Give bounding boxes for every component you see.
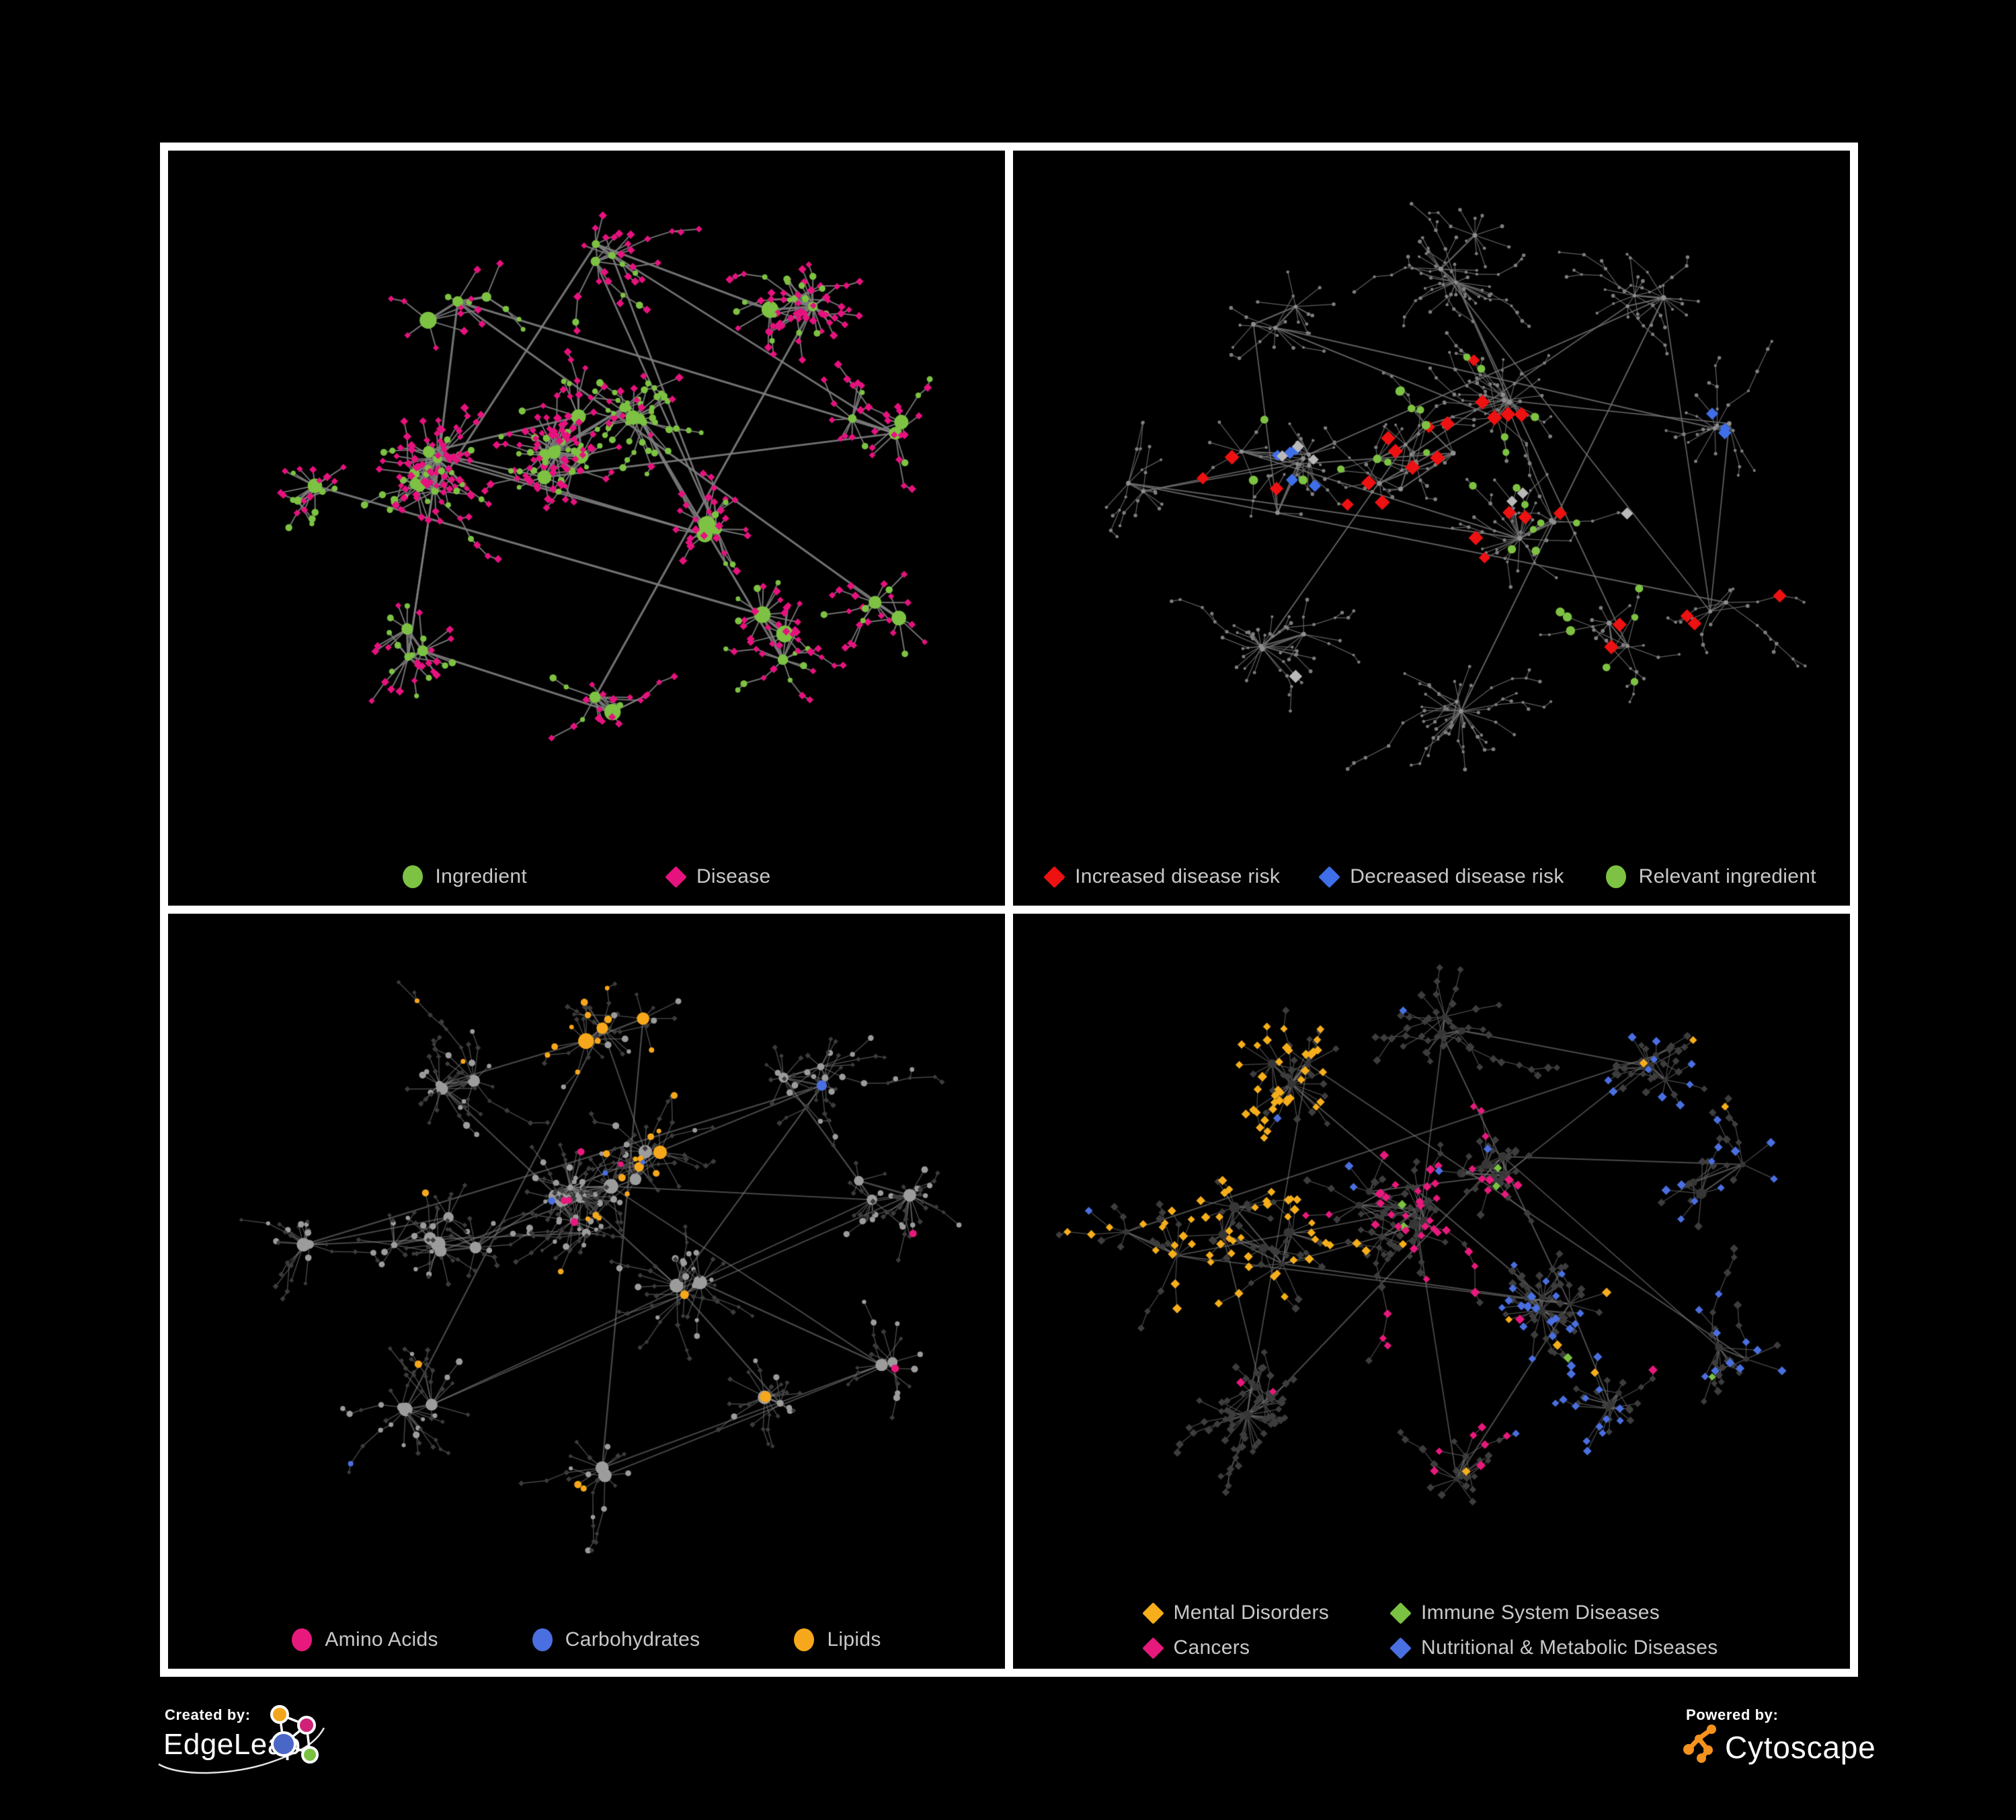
legend-item-ingredient: Ingredient (402, 865, 527, 888)
legend-label: Relevant ingredient (1638, 865, 1816, 887)
cytoscape-wordmark: Cytoscape (1725, 1730, 1876, 1765)
panel-ingredient-disease: Ingredient Disease (168, 151, 1005, 906)
legend-item-mental-disorders: Mental Disorders (1141, 1601, 1330, 1624)
legend-disease-categories: Mental Disorders Immune System Diseases Ca… (1013, 1601, 1850, 1659)
legend-swatch-circle (1605, 865, 1626, 888)
panel-disease-categories: Mental Disorders Immune System Diseases Ca… (1013, 914, 1850, 1669)
cytoscape-logo-icon (1683, 1725, 1716, 1763)
legend-swatch-diamond (1043, 865, 1065, 888)
edgeleap-node-green (301, 1746, 319, 1764)
edgeleap-node-orange (270, 1705, 289, 1724)
legend-label: Mental Disorders (1173, 1601, 1330, 1624)
created-by-label: Created by: (165, 1706, 251, 1723)
legend-swatch-circle (292, 1628, 313, 1651)
network-canvas-disease-categories (1013, 914, 1850, 1665)
legend-label: Amino Acids (325, 1628, 438, 1651)
panel-disease-risk: Increased disease risk Decreased disease … (1013, 151, 1850, 906)
legend-swatch-circle (794, 1628, 815, 1651)
legend-item-immune-system-diseases: Immune System Diseases (1389, 1601, 1718, 1624)
network-canvas-ingredient-disease (168, 151, 1005, 902)
panel-nutrient-classes: Amino Acids Carbohydrates Lipids (168, 914, 1005, 1669)
edgeleap-swoosh (158, 1727, 325, 1774)
legend-label: Lipids (827, 1628, 881, 1651)
legend-label: Ingredient (435, 865, 527, 887)
legend-disease-risk: Increased disease risk Decreased disease … (1013, 865, 1850, 888)
powered-by-label: Powered by: (1686, 1706, 1779, 1723)
legend-item-disease: Disease (665, 865, 771, 888)
legend-swatch-diamond (665, 865, 687, 888)
legend-item-cancers: Cancers (1141, 1636, 1330, 1659)
legend-label: Decreased disease risk (1350, 865, 1564, 887)
legend-item-increased-disease-risk: Increased disease risk (1043, 865, 1281, 888)
legend-swatch-diamond (1141, 1636, 1164, 1659)
legend-item-relevant-ingredient: Relevant ingredient (1605, 865, 1816, 888)
figure-frame: Ingredient Disease Increased disease risk… (160, 143, 1858, 1677)
legend-swatch-circle (532, 1628, 553, 1651)
edgeleap-node-blue (271, 1731, 296, 1757)
legend-swatch-circle (402, 865, 423, 888)
legend-label: Cancers (1173, 1636, 1250, 1659)
edgeleap-node-magenta (297, 1716, 316, 1735)
legend-label: Nutritional & Metabolic Diseases (1421, 1636, 1718, 1659)
legend-swatch-diamond (1318, 865, 1340, 888)
legend-item-lipids: Lipids (794, 1628, 881, 1651)
network-canvas-disease-risk (1013, 151, 1850, 902)
legend-label: Increased disease risk (1075, 865, 1281, 887)
legend-label: Carbohydrates (565, 1628, 700, 1651)
legend-label: Immune System Diseases (1421, 1601, 1660, 1624)
legend-item-decreased-disease-risk: Decreased disease risk (1318, 865, 1564, 888)
legend-ingredient-disease: Ingredient Disease (168, 865, 1005, 888)
legend-label: Disease (696, 865, 771, 887)
legend-item-nutritional-metabolic-diseases: Nutritional & Metabolic Diseases (1389, 1636, 1718, 1659)
legend-swatch-diamond (1389, 1601, 1412, 1624)
edgeleap-logo-icon (158, 1705, 325, 1774)
legend-swatch-diamond (1141, 1601, 1164, 1624)
legend-item-amino-acids: Amino Acids (292, 1628, 438, 1651)
legend-item-carbohydrates: Carbohydrates (532, 1628, 700, 1651)
network-canvas-nutrient-classes (168, 914, 1005, 1665)
legend-swatch-diamond (1389, 1636, 1412, 1659)
legend-nutrient-classes: Amino Acids Carbohydrates Lipids (168, 1628, 1005, 1651)
